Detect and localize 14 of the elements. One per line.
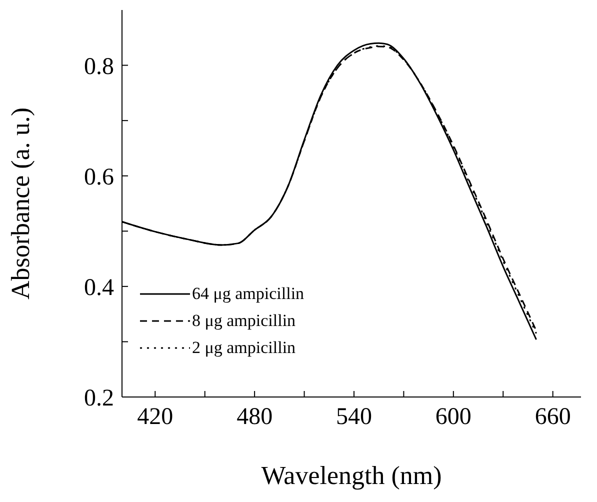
x-tick-label: 600 bbox=[435, 404, 472, 430]
y-axis-title: Absorbance (a. u.) bbox=[6, 107, 36, 300]
y-tick-label: 0.4 bbox=[84, 274, 114, 301]
x-tick-label: 420 bbox=[137, 404, 174, 430]
x-tick-label: 540 bbox=[336, 404, 372, 430]
legend-label: 64 μg ampicillin bbox=[192, 284, 304, 304]
x-tick-label: 660 bbox=[534, 404, 571, 430]
y-tick-label: 0.8 bbox=[84, 54, 114, 80]
legend-label: 2 μg ampicillin bbox=[192, 338, 296, 358]
y-tick-label: 0.2 bbox=[84, 386, 114, 412]
x-axis-title: Wavelength (nm) bbox=[261, 461, 442, 490]
x-tick-label: 480 bbox=[236, 404, 273, 430]
legend-label: 8 μg ampicillin bbox=[192, 310, 296, 330]
y-tick-label: 0.6 bbox=[84, 164, 114, 190]
